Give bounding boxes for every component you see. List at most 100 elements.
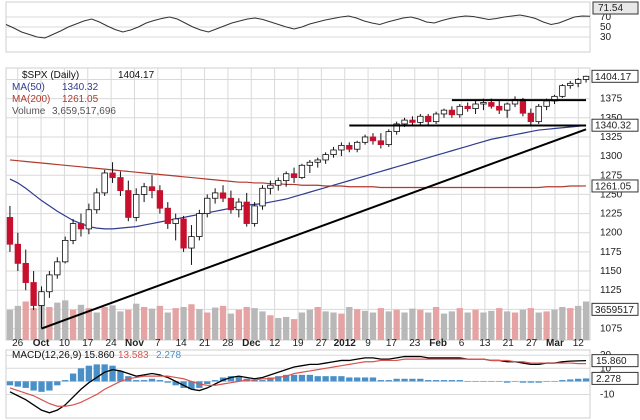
volume-bar: [306, 309, 313, 340]
volume-bar: [425, 312, 432, 340]
macd-hist-bar: [385, 380, 392, 382]
ma50-line: [9, 124, 587, 230]
candle-body: [448, 109, 456, 116]
volume-bar: [575, 305, 582, 340]
price-tick-label: 1075: [600, 324, 623, 335]
volume-bar: [448, 311, 456, 340]
candle-body: [480, 102, 487, 105]
volume-bar: [519, 309, 527, 340]
macd-hist-bar: [93, 364, 100, 382]
macd-hist-bar: [283, 374, 290, 382]
price-tick-label: 1125: [600, 285, 622, 296]
candle-body: [251, 205, 258, 224]
candle-body: [582, 75, 590, 80]
candle-body: [275, 180, 282, 186]
volume-bar: [409, 308, 416, 340]
x-tick-label: 19: [292, 338, 304, 349]
candle-body: [259, 187, 266, 207]
volume-bar: [235, 309, 242, 340]
price-highlight-box: [591, 302, 639, 316]
volume-bar: [488, 310, 495, 340]
macd-label: MACD(12,26,9): [12, 350, 81, 361]
volume-bar: [472, 309, 479, 340]
macd-hist-bar: [503, 381, 511, 383]
volume-bar: [6, 309, 14, 340]
candle-body: [338, 144, 345, 151]
x-tick-label: 7: [155, 338, 161, 349]
macd-hist-bar: [425, 380, 432, 382]
candle-body: [425, 115, 432, 123]
macd-hist-bar: [354, 377, 361, 382]
volume-bar: [133, 303, 140, 340]
candle-body: [204, 197, 211, 214]
candle-body: [385, 131, 392, 146]
macd-hist-bar: [275, 376, 282, 382]
candle-body: [432, 113, 440, 123]
macd-hist-bar: [314, 376, 321, 382]
macd-hist-bar: [196, 381, 203, 388]
volume-bar: [393, 309, 400, 340]
macd-hist-bar: [156, 380, 164, 382]
macd-hist-bar: [409, 378, 416, 382]
x-axis-labels: 26 Oct 10 17 24 Nov 7 14 21 28 Dec 12 19 27 2012 9 17 23 F…: [12, 338, 584, 349]
ma200-line: [9, 159, 587, 189]
macd-hist-bar: [251, 380, 258, 382]
macd-hist-bar: [140, 380, 148, 382]
macd-hist-bar: [401, 378, 408, 382]
macd-tick-label: -10: [600, 389, 615, 400]
volume-bar: [140, 307, 148, 340]
price-tick-label: 1300: [600, 151, 623, 162]
macd-hist-bar: [535, 381, 542, 383]
volume-bar: [298, 312, 306, 340]
volume-bar: [369, 312, 377, 340]
macd-hist-bar: [551, 381, 558, 382]
price-tick-label: 1150: [600, 266, 622, 277]
volume-bar: [196, 309, 203, 340]
candle-body: [235, 201, 242, 211]
candle-body: [117, 177, 124, 191]
candle-body: [290, 173, 298, 178]
macd-hist-bar: [472, 381, 479, 382]
macd-hist-bar: [456, 380, 463, 382]
volume-bar: [432, 307, 440, 340]
candle-body: [62, 239, 69, 263]
candle-body: [575, 79, 582, 84]
macd-hist-bar: [496, 381, 503, 382]
volume-bar: [559, 307, 566, 340]
candle-body: [93, 192, 100, 211]
x-tick-label: 24: [106, 338, 118, 349]
volume-bar: [14, 305, 21, 340]
rsi-tick-label: 50: [600, 22, 612, 33]
volume-bar: [267, 315, 274, 340]
volume-bar: [551, 309, 558, 340]
volume-bar: [535, 312, 542, 340]
volume-bar: [30, 308, 37, 340]
candle-body: [456, 105, 463, 116]
macd-hist-bar: [211, 380, 219, 382]
candle-body: [243, 201, 250, 224]
macd-hist-bar: [30, 381, 37, 391]
macd-hist-bar: [417, 378, 424, 382]
macd-hist-bar: [133, 380, 140, 382]
candle-body: [125, 190, 132, 218]
volume-bar: [354, 309, 361, 340]
macd-value-label: 15.860: [596, 356, 627, 367]
macd-hist-bar: [259, 380, 266, 382]
macd-hist-bar: [235, 376, 242, 382]
price-tick-label: 1200: [600, 228, 623, 239]
last-price: 1404.17: [118, 70, 155, 81]
ma50-value: 1340.32: [62, 82, 99, 93]
candle-body: [14, 243, 22, 264]
candle-body: [417, 115, 424, 123]
candle-body: [559, 85, 566, 97]
macd-hist-bar: [448, 380, 456, 382]
macd-value-label: 2.278: [596, 374, 621, 385]
macd-hist-bar: [511, 381, 519, 382]
macd-hist-bar: [306, 374, 313, 382]
x-tick-label: 17: [386, 338, 398, 349]
volume-bar: [503, 311, 511, 340]
volume-label: Volume: [12, 106, 46, 117]
candle-body: [38, 291, 45, 306]
rsi-tick-label: 70: [600, 12, 612, 23]
